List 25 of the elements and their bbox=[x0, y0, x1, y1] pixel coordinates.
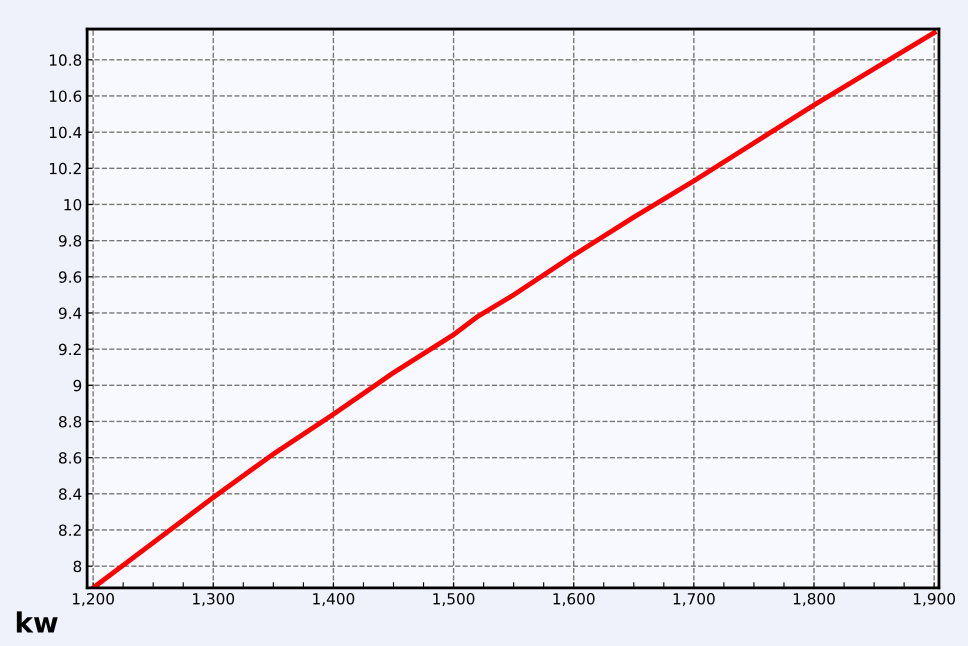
y-tick-label: 8.6 bbox=[59, 452, 82, 464]
y-tick-label: 9.6 bbox=[58, 271, 82, 283]
line-series bbox=[90, 30, 937, 588]
y-tick-label: 10.6 bbox=[50, 90, 82, 102]
y-tick-label: 9 bbox=[74, 380, 82, 392]
x-tick-label: 1,800 bbox=[794, 592, 835, 606]
x-tick-label: 1,300 bbox=[193, 592, 234, 606]
y-tick-label: 10.8 bbox=[50, 54, 82, 66]
x-tick-label: 1,600 bbox=[554, 592, 595, 606]
x-tick-label: 1,200 bbox=[72, 592, 114, 606]
y-tick-label: 8.4 bbox=[59, 488, 82, 500]
y-tick-label: 9.4 bbox=[58, 307, 82, 320]
x-tick-label: 1,400 bbox=[313, 592, 354, 606]
y-tick-label: 9.2 bbox=[58, 344, 81, 356]
y-tick-label: 10 bbox=[64, 198, 82, 211]
x-axis-title: kw bbox=[16, 611, 58, 632]
x-tick-label: 1,900 bbox=[914, 592, 956, 606]
y-tick-label: 8.8 bbox=[59, 416, 82, 428]
y-tick-label: 8.2 bbox=[59, 524, 81, 536]
x-tick-label: 1,700 bbox=[674, 592, 715, 606]
y-tick-label: 9.8 bbox=[58, 235, 82, 247]
y-tick-label: 10.4 bbox=[50, 126, 82, 138]
x-tick-label: 1,500 bbox=[433, 592, 474, 606]
y-tick-label: 10.2 bbox=[50, 162, 81, 174]
y-tick-label: 8 bbox=[74, 560, 82, 572]
